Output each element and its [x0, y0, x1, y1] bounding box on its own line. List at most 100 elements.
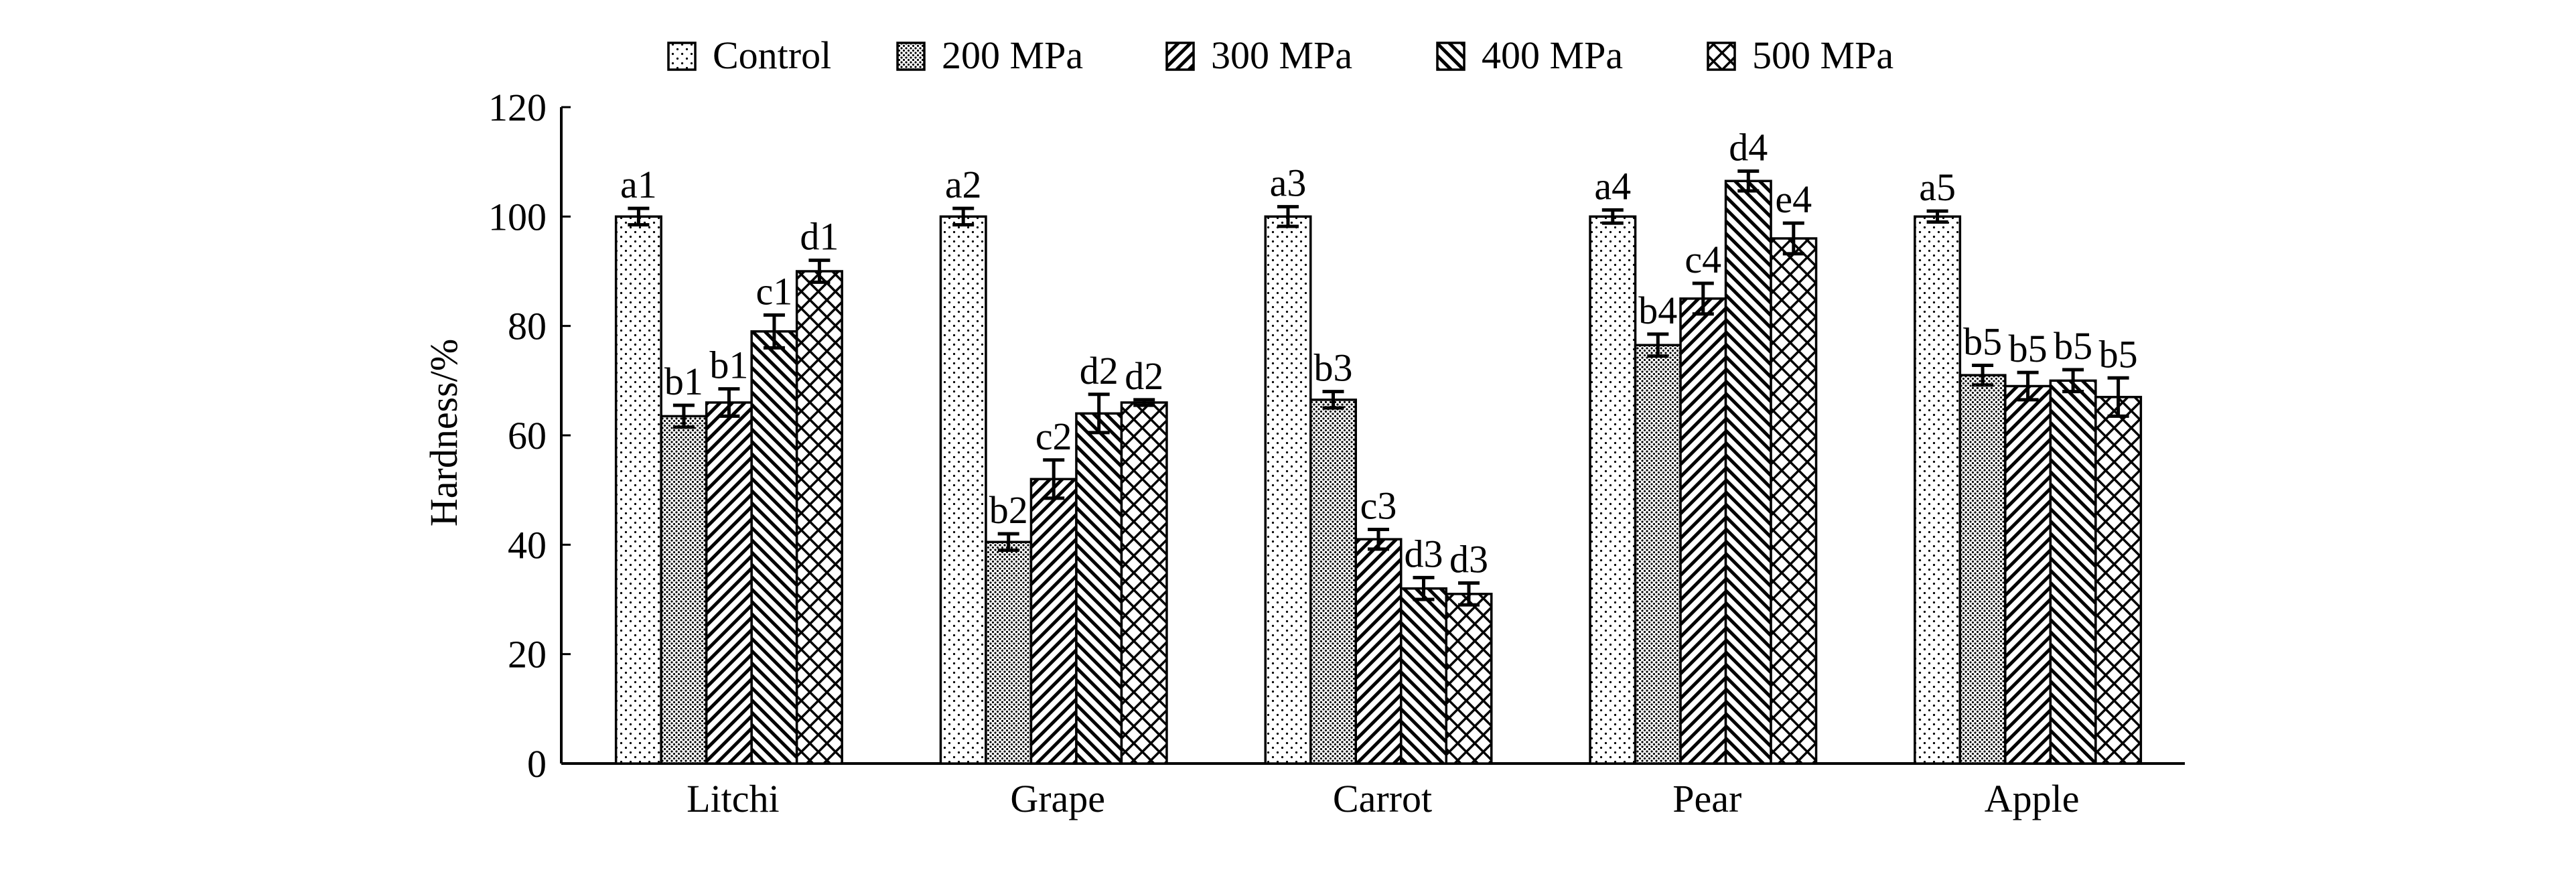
- error-bar: [2017, 370, 2039, 402]
- significance-label: c1: [756, 269, 793, 313]
- y-tick-label: 60: [508, 414, 547, 457]
- legend-swatch: [896, 42, 926, 71]
- significance-label: b2: [989, 488, 1028, 532]
- bars: [614, 169, 2143, 765]
- error-bar: [1088, 392, 1110, 435]
- bar-pear-control: [1589, 215, 1637, 765]
- error-bar: [718, 387, 740, 418]
- x-category-label: Pear: [1672, 777, 1741, 820]
- bar-litchi-control: [614, 215, 662, 765]
- bar-grape-500-mpa: [1120, 401, 1168, 765]
- significance-label: a1: [620, 163, 657, 206]
- y-tick-label: 100: [488, 195, 547, 238]
- legend-item-200-mpa: 200 MPa: [896, 33, 1083, 77]
- legend-label: Control: [713, 33, 831, 77]
- error-bar: [997, 532, 1019, 552]
- significance-label: a2: [945, 163, 982, 206]
- significance-label: b1: [709, 344, 748, 387]
- legend-label: 200 MPa: [942, 33, 1083, 77]
- bar-grape-300-mpa: [1029, 478, 1078, 765]
- significance-label: b3: [1314, 346, 1353, 390]
- legend-swatch: [667, 42, 697, 71]
- y-tick-label: 40: [508, 523, 547, 567]
- significance-label: c3: [1360, 484, 1397, 527]
- legend-swatch: [1707, 42, 1736, 71]
- significance-label: d2: [1080, 349, 1119, 392]
- x-category-label: Carrot: [1333, 777, 1432, 820]
- error-bar: [1692, 281, 1714, 316]
- error-bar: [808, 259, 831, 284]
- legend-item-control: Control: [667, 33, 831, 77]
- significance-label: d1: [800, 215, 839, 259]
- bar-carrot-400-mpa: [1400, 587, 1447, 765]
- legend: Control 200 MPa 300 MPa 400 MPa 500 MPa: [667, 33, 1893, 77]
- error-bar: [2107, 376, 2129, 418]
- error-bar: [1972, 363, 1994, 387]
- significance-label: d2: [1125, 354, 1163, 398]
- bar-carrot-200-mpa: [1309, 398, 1357, 765]
- y-axis-label: Hardness/%: [422, 339, 466, 526]
- significance-label: a4: [1594, 165, 1631, 208]
- significance-label: d4: [1729, 126, 1768, 169]
- x-category-label: Litchi: [687, 777, 780, 820]
- error-bar: [1926, 209, 1948, 224]
- bar-grape-200-mpa: [985, 540, 1033, 765]
- error-bar: [672, 403, 695, 429]
- bar-apple-300-mpa: [2004, 384, 2052, 765]
- bar-pear-400-mpa: [1724, 179, 1772, 765]
- bar-carrot-300-mpa: [1354, 538, 1403, 765]
- error-bar: [1368, 527, 1389, 551]
- bar-pear-300-mpa: [1679, 297, 1727, 765]
- bar-litchi-400-mpa: [750, 330, 798, 765]
- error-bar: [1458, 581, 1480, 607]
- y-tick-label: 120: [488, 86, 547, 129]
- legend-item-300-mpa: 300 MPa: [1165, 33, 1352, 77]
- bar-pear-200-mpa: [1634, 344, 1682, 765]
- bar-apple-500-mpa: [2094, 396, 2143, 765]
- bar-litchi-300-mpa: [705, 401, 753, 765]
- significance-label: d3: [1449, 538, 1488, 581]
- significance-label: c4: [1685, 238, 1721, 281]
- error-bar: [628, 206, 650, 227]
- legend-label: 300 MPa: [1211, 33, 1352, 77]
- bar-apple-200-mpa: [1958, 374, 2007, 765]
- legend-label: 400 MPa: [1482, 33, 1623, 77]
- significance-label: b5: [1963, 319, 2002, 363]
- bar-carrot-control: [1264, 215, 1312, 765]
- error-bar: [2062, 368, 2084, 394]
- error-bar: [1277, 205, 1299, 228]
- error-bar: [1043, 458, 1065, 500]
- bar-carrot-500-mpa: [1445, 593, 1493, 765]
- error-bar: [1737, 169, 1760, 193]
- bar-grape-400-mpa: [1075, 412, 1123, 765]
- significance-label: b5: [2099, 332, 2138, 376]
- error-bar: [1413, 575, 1435, 601]
- x-category-label: Apple: [1985, 777, 2080, 820]
- legend-label: 500 MPa: [1752, 33, 1893, 77]
- bar-apple-400-mpa: [2049, 379, 2097, 765]
- significance-label: b5: [2009, 327, 2048, 370]
- bar-apple-control: [1914, 215, 1962, 765]
- y-tick-label: 20: [508, 633, 547, 676]
- bar-pear-500-mpa: [1770, 237, 1818, 765]
- error-bar: [1322, 390, 1344, 410]
- error-bar: [952, 206, 975, 227]
- legend-swatch: [1436, 42, 1465, 71]
- significance-label: d3: [1405, 532, 1443, 575]
- axes: 0 20 40 60 80 100 120 Litchi Grape Carrot Pear Appl…: [488, 86, 2185, 820]
- significance-label: b4: [1638, 289, 1677, 332]
- legend-item-500-mpa: 500 MPa: [1707, 33, 1893, 77]
- legend-swatch: [1165, 42, 1195, 71]
- error-bar: [1782, 221, 1804, 256]
- significance-label: a3: [1270, 161, 1307, 205]
- x-category-label: Grape: [1010, 777, 1105, 820]
- error-bar: [1647, 332, 1669, 358]
- y-tick-label: 0: [527, 742, 547, 786]
- significance-label: a5: [1919, 165, 1956, 209]
- significance-label: b1: [664, 360, 703, 403]
- legend-item-400-mpa: 400 MPa: [1436, 33, 1623, 77]
- error-bar: [1133, 398, 1155, 407]
- significance-label: e4: [1775, 177, 1812, 221]
